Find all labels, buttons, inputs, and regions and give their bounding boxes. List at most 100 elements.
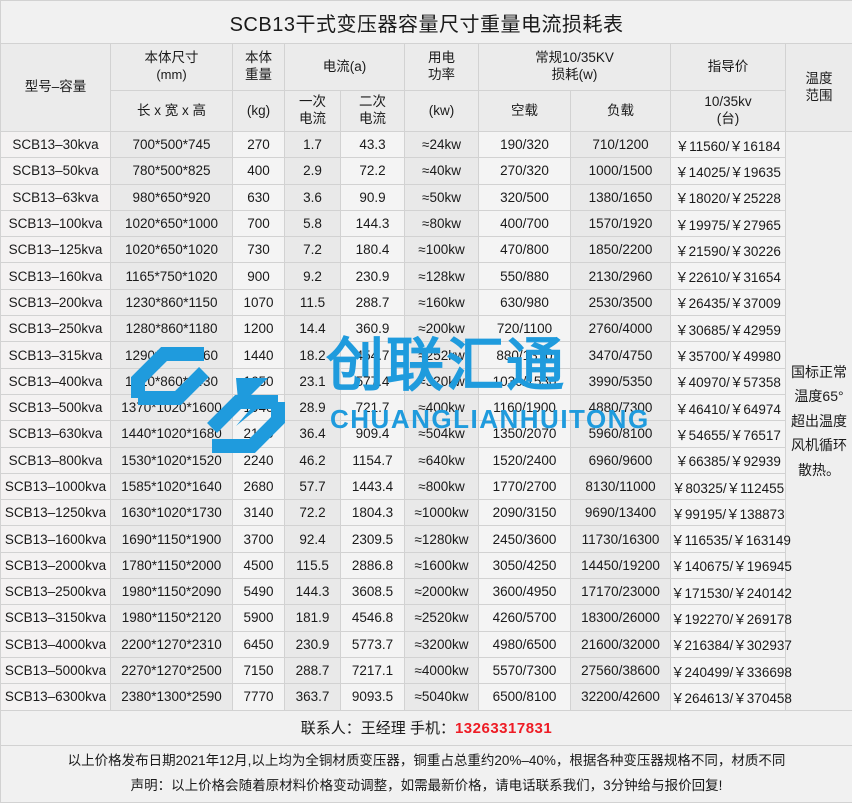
- cell-i1: 36.4: [285, 421, 341, 447]
- cell-weight: 3700: [233, 526, 285, 552]
- header-price-line2: (台): [671, 111, 785, 128]
- cell-i1: 46.2: [285, 447, 341, 473]
- cell-power: ≈128kw: [405, 263, 479, 289]
- cell-load: 14450/19200: [571, 552, 671, 578]
- cell-size: 1980*1150*2120: [111, 605, 233, 631]
- cell-model: SCB13–2000kva: [1, 552, 111, 578]
- cell-load: 6960/9600: [571, 447, 671, 473]
- cell-load: 3990/5350: [571, 368, 671, 394]
- cell-model: SCB13–400kva: [1, 368, 111, 394]
- cell-price: ￥264613/￥370458: [671, 684, 786, 710]
- cell-price: ￥140675/￥196945: [671, 552, 786, 578]
- cell-size: 980*650*920: [111, 184, 233, 210]
- cell-size: 2200*1270*2310: [111, 631, 233, 657]
- cell-noload: 1160/1900: [479, 394, 571, 420]
- cell-i1: 2.9: [285, 158, 341, 184]
- cell-load: 9690/13400: [571, 500, 671, 526]
- contact-label: 联系人：王经理 手机：: [301, 720, 455, 737]
- cell-i2: 1443.4: [341, 473, 405, 499]
- cell-load: 27560/38600: [571, 657, 671, 683]
- cell-load: 1570/1920: [571, 210, 671, 236]
- cell-price: ￥192270/￥269178: [671, 605, 786, 631]
- cell-power: ≈400kw: [405, 394, 479, 420]
- cell-weight: 2240: [233, 447, 285, 473]
- cell-price: ￥18020/￥25228: [671, 184, 786, 210]
- cell-load: 21600/32000: [571, 631, 671, 657]
- cell-weight: 270: [233, 132, 285, 158]
- cell-i1: 9.2: [285, 263, 341, 289]
- cell-i2: 9093.5: [341, 684, 405, 710]
- cell-noload: 1770/2700: [479, 473, 571, 499]
- header-primary-current: 一次 电流: [285, 91, 341, 132]
- cell-model: SCB13–800kva: [1, 447, 111, 473]
- cell-power: ≈100kw: [405, 237, 479, 263]
- cell-load: 2760/4000: [571, 316, 671, 342]
- cell-i1: 23.1: [285, 368, 341, 394]
- header-loss: 常规10/35KV 损耗(w): [479, 44, 671, 91]
- cell-model: SCB13–63kva: [1, 184, 111, 210]
- contact-phone[interactable]: 13263317831: [455, 720, 552, 737]
- cell-load: 1380/1650: [571, 184, 671, 210]
- cell-i2: 180.4: [341, 237, 405, 263]
- cell-i2: 1154.7: [341, 447, 405, 473]
- cell-power: ≈320kw: [405, 368, 479, 394]
- cell-size: 700*500*745: [111, 132, 233, 158]
- cell-i1: 288.7: [285, 657, 341, 683]
- cell-weight: 1200: [233, 316, 285, 342]
- cell-noload: 270/320: [479, 158, 571, 184]
- cell-noload: 1030/1530: [479, 368, 571, 394]
- cell-power: ≈2520kw: [405, 605, 479, 631]
- header-model: 型号–容量: [1, 44, 111, 132]
- cell-model: SCB13–6300kva: [1, 684, 111, 710]
- cell-power: ≈40kw: [405, 158, 479, 184]
- cell-power: ≈4000kw: [405, 657, 479, 683]
- cell-i2: 144.3: [341, 210, 405, 236]
- cell-price: ￥21590/￥30226: [671, 237, 786, 263]
- cell-i2: 721.7: [341, 394, 405, 420]
- cell-load: 5960/8100: [571, 421, 671, 447]
- header-weight-line1: 本体: [233, 50, 284, 67]
- cell-price: ￥171530/￥240142: [671, 579, 786, 605]
- header-price-sub: 10/35kv (台): [671, 91, 786, 132]
- cell-load: 1850/2200: [571, 237, 671, 263]
- cell-size: 1020*650*1000: [111, 210, 233, 236]
- cell-price: ￥14025/￥19635: [671, 158, 786, 184]
- cell-noload: 5570/7300: [479, 657, 571, 683]
- cell-weight: 2680: [233, 473, 285, 499]
- cell-load: 8130/11000: [571, 473, 671, 499]
- contact-row: 联系人：王经理 手机：13263317831: [1, 710, 852, 745]
- cell-noload: 400/700: [479, 210, 571, 236]
- cell-noload: 4980/6500: [479, 631, 571, 657]
- cell-price: ￥30685/￥42959: [671, 316, 786, 342]
- header-temp-line2: 范围: [786, 88, 852, 105]
- cell-power: ≈5040kw: [405, 684, 479, 710]
- cell-price: ￥216384/￥302937: [671, 631, 786, 657]
- cell-power: ≈1000kw: [405, 500, 479, 526]
- cell-size: 1585*1020*1640: [111, 473, 233, 499]
- cell-model: SCB13–4000kva: [1, 631, 111, 657]
- cell-model: SCB13–250kva: [1, 316, 111, 342]
- cell-noload: 1520/2400: [479, 447, 571, 473]
- cell-noload: 2450/3600: [479, 526, 571, 552]
- cell-weight: 7770: [233, 684, 285, 710]
- cell-noload: 3600/4950: [479, 579, 571, 605]
- cell-noload: 2090/3150: [479, 500, 571, 526]
- cell-model: SCB13–500kva: [1, 394, 111, 420]
- cell-model: SCB13–100kva: [1, 210, 111, 236]
- notice-line-1: 以上价格发布日期2021年12月,以上均为全铜材质变压器，铜重占总重约20%–4…: [1, 749, 852, 774]
- cell-noload: 4260/5700: [479, 605, 571, 631]
- cell-power: ≈640kw: [405, 447, 479, 473]
- temperature-note-line: 散热。: [786, 458, 852, 483]
- cell-weight: 700: [233, 210, 285, 236]
- cell-price: ￥22610/￥31654: [671, 263, 786, 289]
